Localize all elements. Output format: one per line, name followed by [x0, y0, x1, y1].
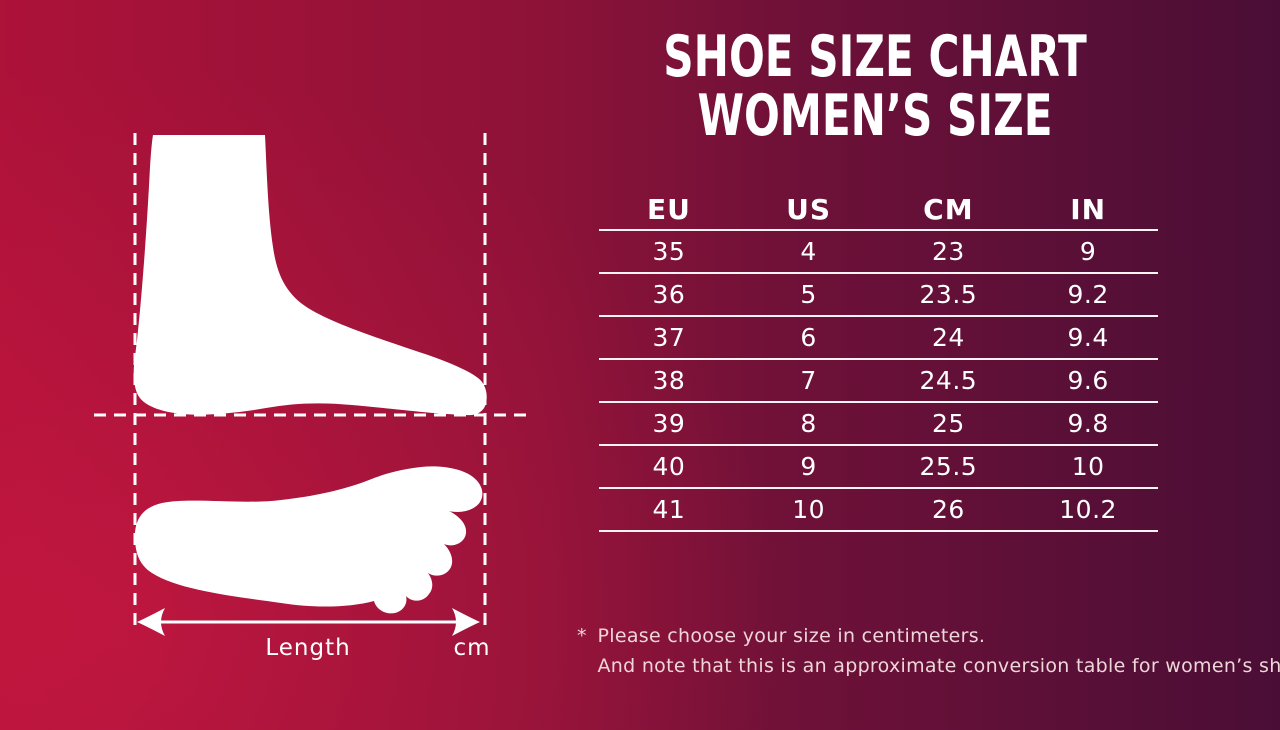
- table-row: 36 5 23.5 9.2: [599, 274, 1158, 317]
- size-table-header: EU US CM IN: [599, 190, 1158, 231]
- cell-eu: 38: [652, 366, 686, 395]
- chart-title-line2: WOMEN’S SIZE: [697, 83, 1053, 149]
- cell-us: 6: [800, 323, 817, 352]
- cell-cm: 24.5: [919, 366, 978, 395]
- cell-us: 10: [792, 495, 826, 524]
- length-arrow: [137, 608, 480, 636]
- cell-eu: 39: [652, 409, 686, 438]
- cell-in: 9.8: [1067, 409, 1109, 438]
- measurement-diagram-canvas: [94, 133, 526, 636]
- cell-cm: 25: [931, 409, 965, 438]
- foot-side-view-illustration: [133, 135, 487, 416]
- cell-eu: 40: [652, 452, 686, 481]
- footnote-lines: Please choose your size in centimeters. …: [598, 625, 1280, 677]
- cell-eu: 37: [652, 323, 686, 352]
- length-label: Length: [265, 635, 351, 661]
- cell-in: 9.4: [1067, 323, 1109, 352]
- footnote-line2: And note that this is an approximate con…: [597, 655, 1280, 677]
- column-header-eu: EU: [646, 193, 691, 226]
- cell-us: 9: [800, 452, 817, 481]
- arrowhead-left-icon: [137, 608, 165, 636]
- table-row: 37 6 24 9.4: [599, 317, 1158, 360]
- table-row: 35 4 23 9: [599, 231, 1158, 274]
- cell-us: 7: [800, 366, 817, 395]
- cell-eu: 36: [652, 280, 686, 309]
- cell-cm: 23.5: [919, 280, 978, 309]
- footnote-line1: Please choose your size in centimeters.: [597, 625, 986, 647]
- table-row: 39 8 25 9.8: [599, 403, 1158, 446]
- footnote: * Please choose your size in centimeters…: [577, 625, 1280, 677]
- size-table: EU US CM IN 35 4 23 9 36 5 23.5 9.2 37 6…: [599, 190, 1158, 532]
- cell-us: 4: [800, 237, 817, 266]
- column-header-cm: CM: [923, 193, 974, 226]
- cell-in: 9: [1079, 237, 1097, 266]
- cell-in: 10: [1071, 452, 1105, 481]
- cell-eu: 41: [652, 495, 686, 524]
- cell-in: 9.2: [1067, 280, 1109, 309]
- cell-eu: 35: [652, 237, 686, 266]
- unit-label: cm: [453, 635, 491, 661]
- cell-us: 5: [800, 280, 817, 309]
- cell-cm: 26: [931, 495, 965, 524]
- chart-title: SHOE SIZE CHART WOMEN’S SIZE: [560, 28, 1190, 146]
- cell-in: 10.2: [1059, 495, 1117, 524]
- foot-top-view-illustration: [135, 466, 483, 614]
- cell-us: 8: [800, 409, 817, 438]
- footnote-marker: *: [577, 625, 587, 647]
- table-row: 41 10 26 10.2: [599, 489, 1158, 532]
- cell-cm: 23: [931, 237, 965, 266]
- chart-title-line1: SHOE SIZE CHART: [663, 24, 1087, 90]
- column-header-in: IN: [1070, 193, 1107, 226]
- cell-in: 9.6: [1067, 366, 1109, 395]
- arrowhead-right-icon: [452, 608, 480, 636]
- cell-cm: 24: [931, 323, 965, 352]
- column-header-us: US: [786, 193, 832, 226]
- measurement-diagram: Length cm: [80, 115, 550, 675]
- cell-cm: 25.5: [919, 452, 978, 481]
- table-row: 38 7 24.5 9.6: [599, 360, 1158, 403]
- table-row: 40 9 25.5 10: [599, 446, 1158, 489]
